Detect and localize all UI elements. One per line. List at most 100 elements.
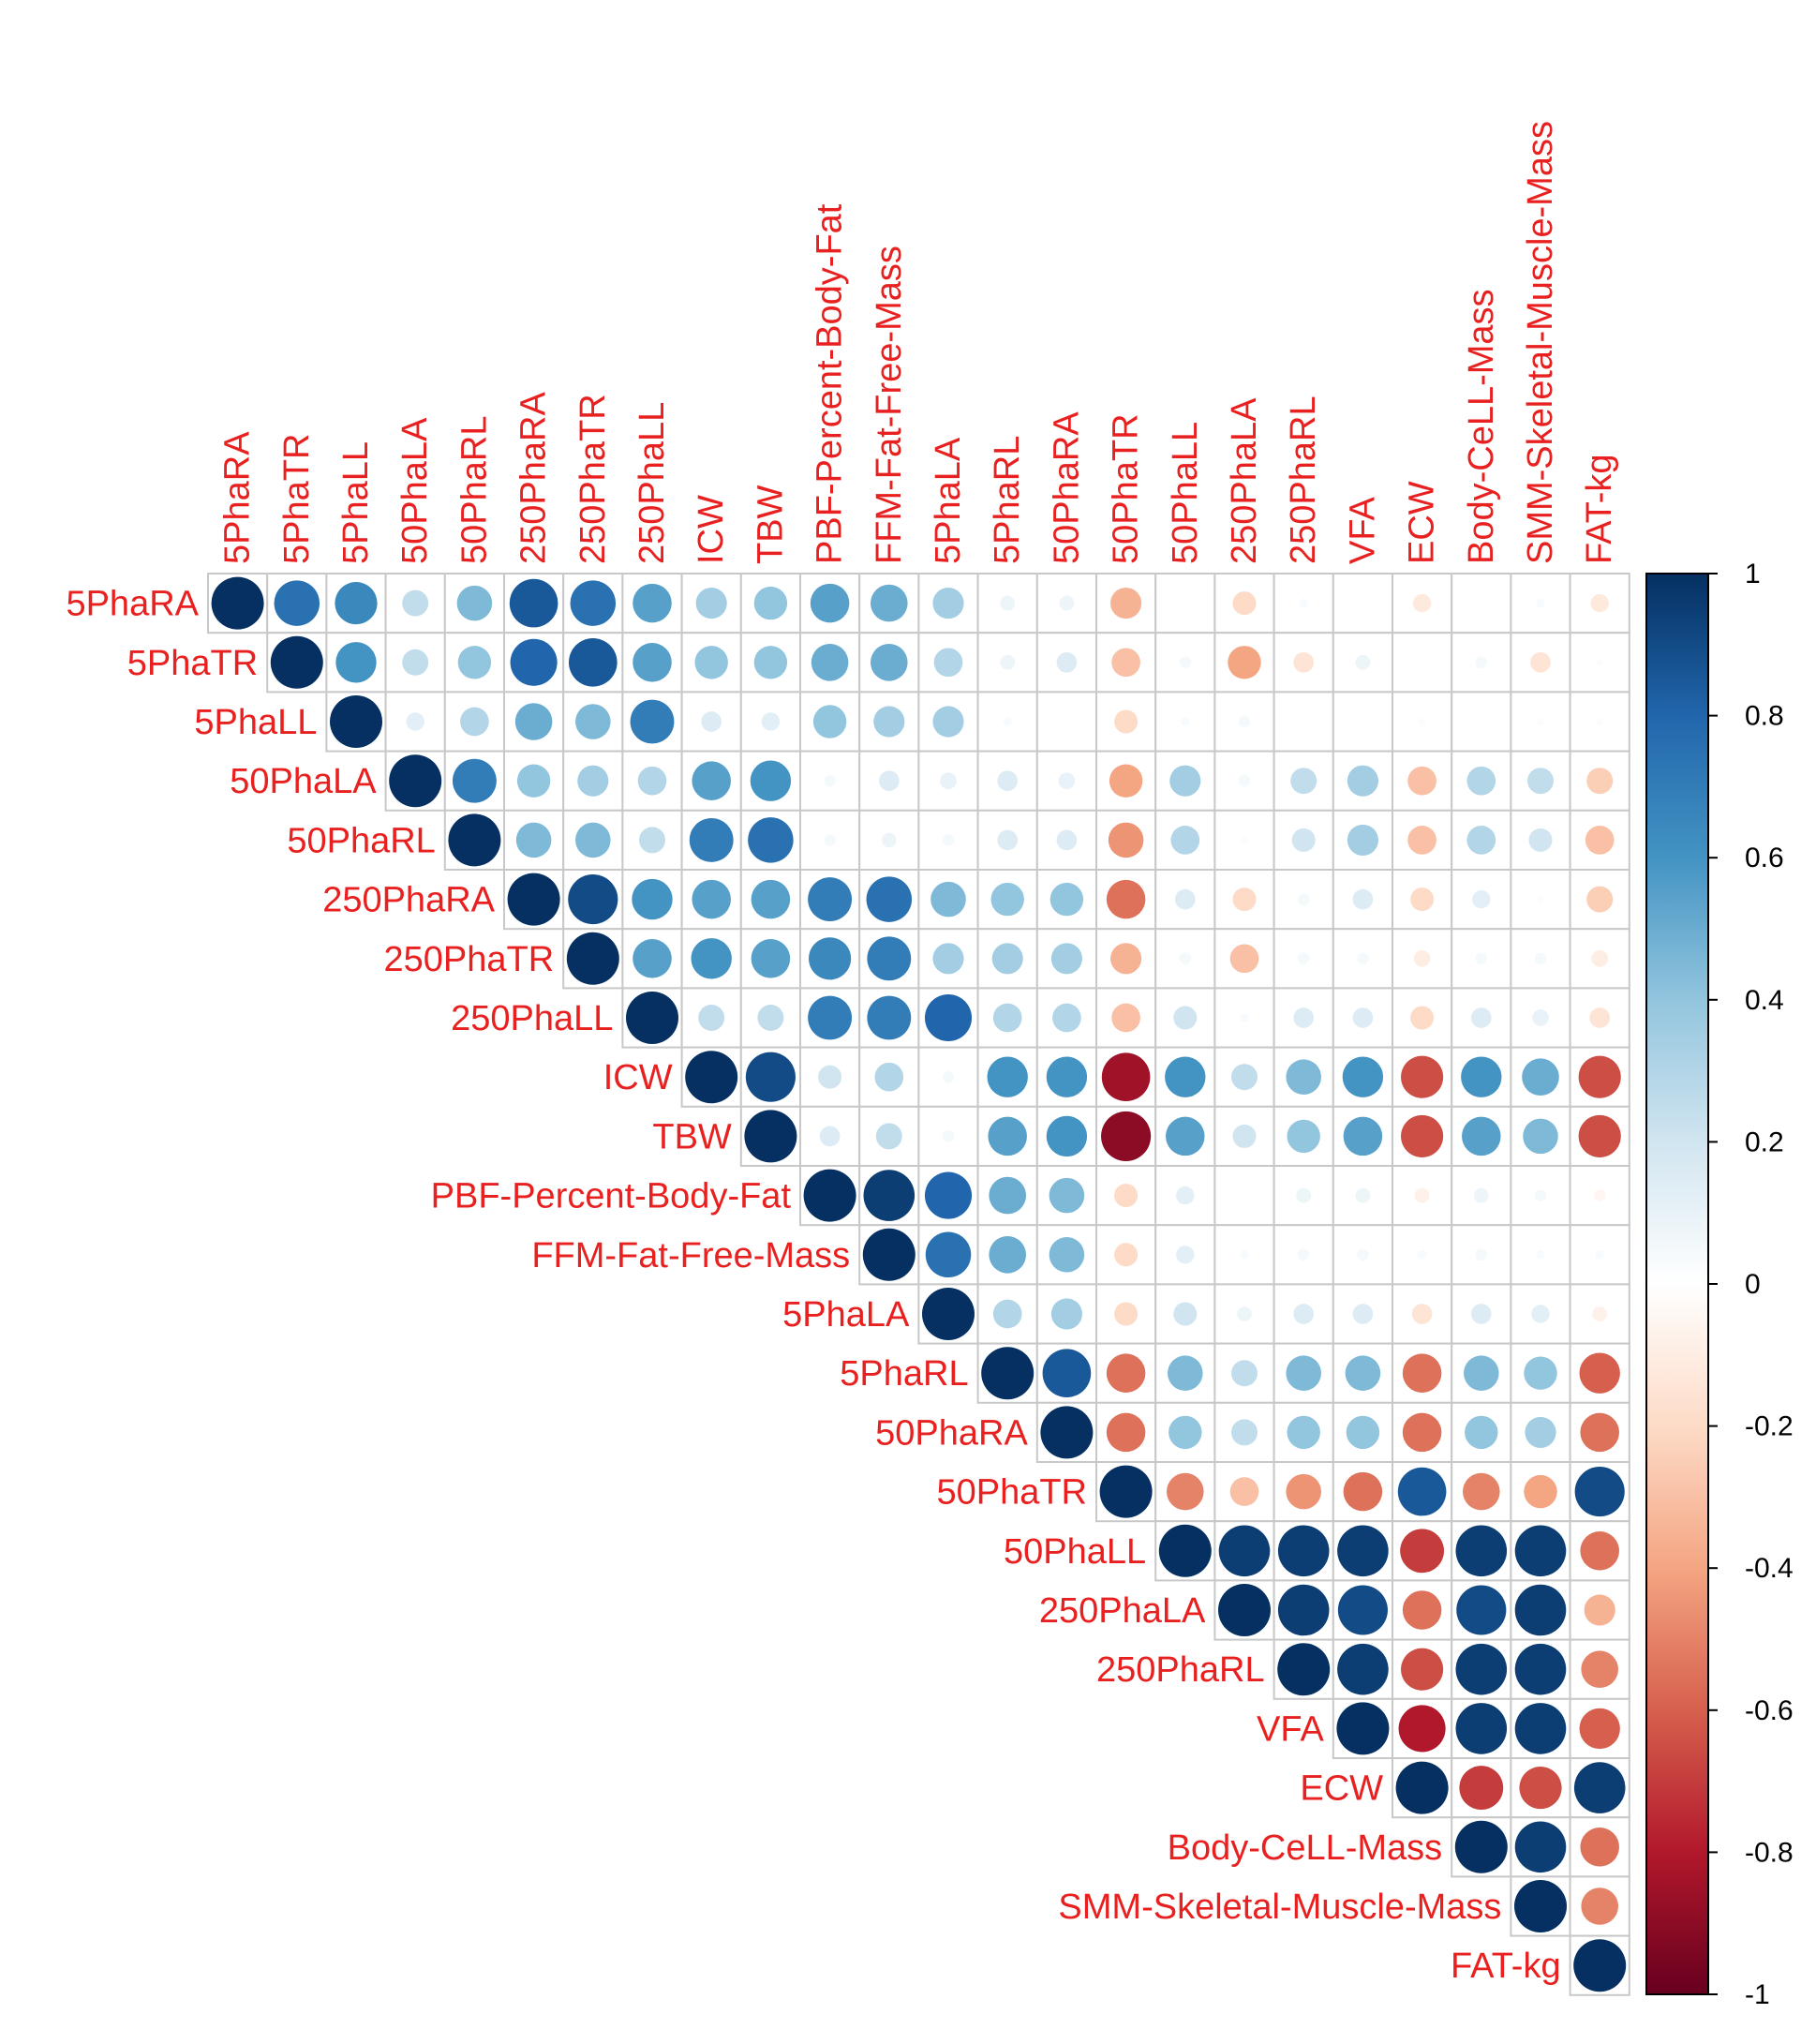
row-label: 50PhaRL — [287, 821, 435, 860]
correlation-circle — [1297, 952, 1310, 965]
correlation-circle — [1579, 1352, 1620, 1394]
correlation-circle — [924, 1171, 973, 1219]
correlation-circle — [1580, 1531, 1619, 1571]
correlation-circle — [1101, 1111, 1152, 1161]
correlation-circle — [1578, 1055, 1621, 1098]
correlation-circle — [694, 646, 728, 679]
correlation-circle — [997, 829, 1019, 851]
row-label: 5PhaLA — [782, 1295, 910, 1335]
correlation-circle — [1593, 1189, 1606, 1201]
correlation-circle — [1173, 1302, 1198, 1326]
correlation-circle — [1218, 1584, 1271, 1636]
correlation-circle — [701, 711, 722, 732]
correlation-circle — [1578, 1114, 1621, 1157]
correlation-circle — [1414, 1187, 1430, 1203]
correlation-circle — [639, 827, 665, 854]
correlation-circle — [871, 584, 908, 622]
correlation-circle — [1514, 1821, 1567, 1873]
correlation-circle — [881, 832, 897, 848]
correlation-circle — [988, 1116, 1027, 1156]
correlation-circle — [452, 758, 497, 803]
correlation-circle — [1398, 1705, 1446, 1753]
correlation-circle — [1110, 943, 1142, 975]
correlation-circle — [510, 638, 558, 686]
correlation-circle — [507, 873, 560, 926]
correlation-circle — [1046, 1056, 1088, 1097]
correlation-circle — [1345, 1355, 1381, 1391]
correlation-circle — [1472, 889, 1491, 909]
row-label: 50PhaTR — [936, 1473, 1087, 1513]
correlation-circle — [1286, 1355, 1321, 1391]
correlation-circle — [1101, 1052, 1151, 1102]
matrix-cell — [1451, 691, 1512, 753]
correlation-circle — [1400, 1529, 1445, 1574]
correlation-circle — [1049, 1237, 1085, 1273]
correlation-circle — [1473, 1187, 1489, 1203]
correlation-circle — [1412, 593, 1432, 613]
correlation-circle — [1232, 1124, 1257, 1148]
correlation-circle — [1413, 949, 1431, 967]
colorbar-tick-label: -1 — [1745, 1979, 1770, 2010]
correlation-circle — [632, 878, 673, 920]
column-label: 250PhaLA — [1225, 397, 1264, 564]
correlation-circle — [940, 772, 957, 790]
correlation-circle — [1464, 1355, 1499, 1391]
correlation-circle — [1056, 651, 1078, 673]
correlation-circle — [1277, 1584, 1330, 1636]
correlation-circle — [878, 770, 900, 792]
row-label: 250PhaLL — [451, 999, 613, 1038]
column-label: 5PhaLA — [929, 437, 968, 564]
column-label: 250PhaLL — [633, 402, 672, 564]
correlation-circle — [819, 1126, 841, 1147]
row-label: 250PhaRA — [322, 881, 495, 920]
correlation-circle — [1465, 1415, 1498, 1450]
correlation-circle — [509, 578, 558, 628]
correlation-circle — [1277, 1643, 1331, 1696]
correlation-circle — [1003, 717, 1013, 726]
correlation-circle — [1170, 826, 1200, 855]
row-label: SMM-Skeletal-Muscle-Mass — [1058, 1887, 1501, 1927]
correlation-circle — [1058, 772, 1076, 790]
correlation-circle — [1168, 1355, 1203, 1391]
correlation-circle — [1114, 709, 1139, 734]
correlation-circle — [1337, 1525, 1389, 1577]
correlation-circle — [942, 834, 955, 846]
correlation-circle — [1347, 765, 1378, 797]
correlation-circle — [1238, 774, 1251, 787]
correlation-circle — [406, 712, 424, 731]
colorbar-tick-label: 0 — [1745, 1269, 1761, 1300]
matrix-cell — [1273, 750, 1334, 812]
correlation-circle — [1277, 1525, 1330, 1577]
correlation-circle — [867, 936, 912, 981]
correlation-circle — [695, 588, 727, 619]
correlation-circle — [1528, 828, 1553, 852]
colorbar-tick-label: -0.6 — [1745, 1695, 1794, 1726]
correlation-circle — [274, 580, 320, 626]
correlation-circle — [750, 760, 792, 801]
correlation-circle — [862, 1228, 915, 1281]
correlation-circle — [1174, 888, 1196, 910]
row-label: 5PhaRA — [66, 585, 199, 624]
correlation-circle — [633, 583, 672, 623]
correlation-circle — [933, 648, 963, 678]
correlation-circle — [1519, 1767, 1562, 1810]
column-label: PBF-Percent-Body-Fat — [811, 203, 850, 564]
correlation-circle — [1241, 836, 1248, 844]
correlation-circle — [1114, 1302, 1139, 1326]
correlation-circle — [1407, 826, 1436, 855]
correlation-circle — [873, 706, 905, 738]
correlation-circle — [1179, 656, 1192, 669]
correlation-circle — [1342, 1056, 1384, 1097]
correlation-circle — [1286, 1059, 1321, 1095]
correlation-circle — [698, 1005, 725, 1031]
correlation-circle — [1537, 895, 1544, 903]
correlation-circle — [335, 582, 378, 625]
correlation-circle — [1352, 1304, 1374, 1324]
correlation-circle — [637, 766, 667, 796]
correlation-circle — [1232, 591, 1257, 616]
correlation-circle — [1293, 1304, 1315, 1324]
correlation-circle — [1401, 1055, 1444, 1098]
correlation-circle — [1229, 944, 1259, 974]
correlation-circle — [871, 644, 908, 681]
matrix-cell — [1451, 573, 1512, 634]
